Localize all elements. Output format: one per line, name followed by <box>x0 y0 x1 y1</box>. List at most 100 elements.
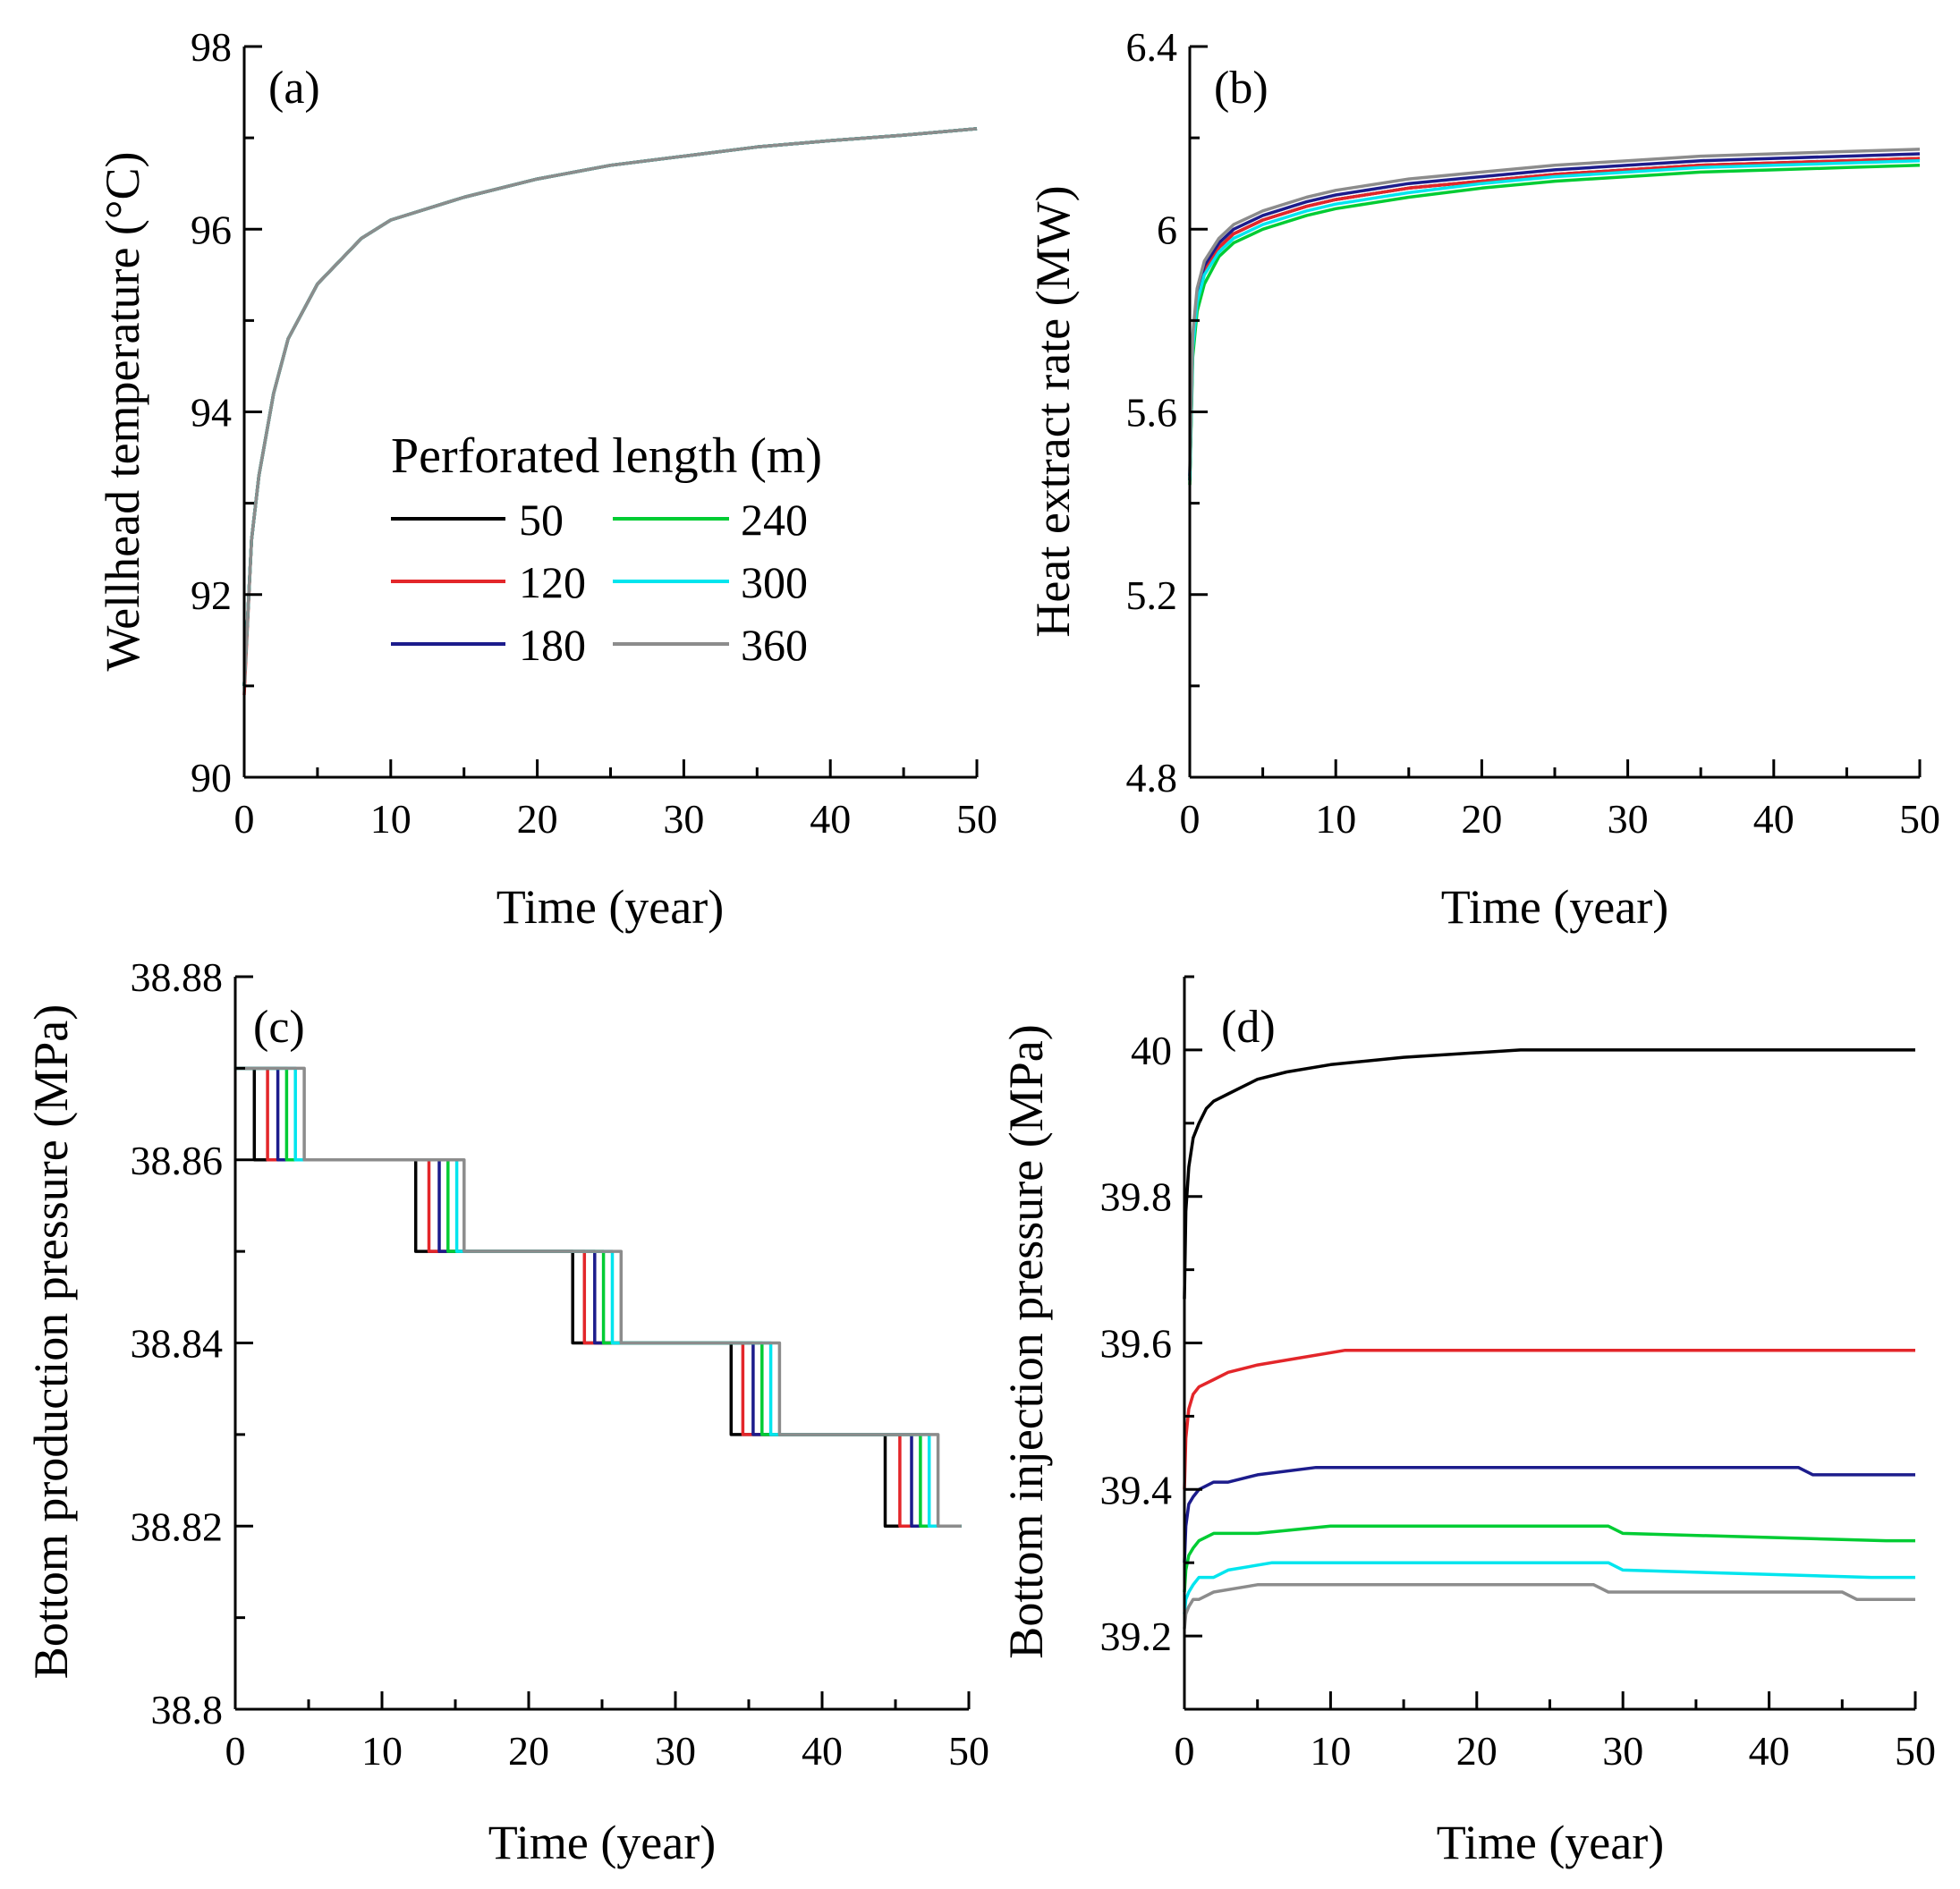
panel-b-x-tick-label: 10 <box>1315 796 1356 842</box>
panel-c-axes: 0 10 20 30 40 50 38.8 38.82 38.84 38.86 38.88 <box>131 954 990 1774</box>
panel-d-x-tick-label: 30 <box>1602 1728 1643 1774</box>
panel-c-label: (c) <box>253 1002 305 1053</box>
panel-c-x-tick-label: 10 <box>361 1728 403 1774</box>
panel-c-series-180 <box>235 1066 962 1528</box>
panel-d-x-tick-label: 0 <box>1175 1728 1195 1774</box>
panel-d-series-240 <box>1183 1524 1915 1593</box>
panel-c-series-120 <box>235 1066 962 1528</box>
panel-a-series-360 <box>242 127 978 686</box>
legend-title: Perforated length (m) <box>391 428 822 484</box>
panel-a-series-240 <box>242 127 978 686</box>
panel-b-series-360 <box>1188 148 1921 471</box>
panel-a-ylabel: Wellhead temperature (°C) <box>96 152 149 672</box>
panel-d-x-tick-label: 50 <box>1895 1728 1936 1774</box>
panel-d-y-tick-label: 39.2 <box>1100 1614 1173 1659</box>
panel-d-x-tick-label: 10 <box>1310 1728 1351 1774</box>
panel-a-series-50 <box>242 127 978 686</box>
panel-a-x-tick-label: 0 <box>234 796 255 842</box>
panel-c-series <box>235 1066 962 1528</box>
panel-b-x-tick-label: 0 <box>1180 796 1201 842</box>
panel-a-y-tick-label: 98 <box>191 24 232 70</box>
panel-b-y-tick-label: 6.4 <box>1126 24 1178 70</box>
panel-c-ylabel: Bottom production pressure (MPa) <box>24 1004 78 1679</box>
panel-c-y-tick-label: 38.8 <box>151 1687 224 1732</box>
legend-label-120: 120 <box>519 557 586 607</box>
panel-c-y-tick-label: 38.86 <box>131 1138 224 1183</box>
panel-d-x-tick-label: 20 <box>1456 1728 1498 1774</box>
panel-a-x-tick-label: 20 <box>517 796 558 842</box>
panel-a-y-tick-label: 92 <box>191 572 232 618</box>
panel-a-axes: 0 10 20 30 40 50 90 92 94 96 98 <box>191 24 997 842</box>
panel-a-x-tick-label: 10 <box>370 796 412 842</box>
panel-b: 0 10 20 30 40 50 4.8 5.2 5.6 6 6.4 (b) Time (year)… <box>1026 24 1940 934</box>
legend-label-360: 360 <box>741 620 808 670</box>
panel-d-series-360 <box>1183 1583 1915 1630</box>
panel-b-ylabel: Heat extract rate (MW) <box>1026 185 1080 637</box>
panel-d-label: (d) <box>1221 1002 1276 1053</box>
panel-b-label: (b) <box>1214 63 1268 114</box>
panel-b-x-tick-label: 20 <box>1461 796 1502 842</box>
panel-d-axes: 0 10 20 30 40 50 39.2 39.4 39.6 39.8 40 <box>1100 975 1936 1774</box>
panel-c-x-tick-label: 20 <box>508 1728 549 1774</box>
panel-d-series <box>1183 1048 1915 1630</box>
panel-c-xlabel: Time (year) <box>488 1816 716 1869</box>
panel-b-x-tick-label: 40 <box>1753 796 1795 842</box>
panel-b-y-tick-label: 4.8 <box>1126 755 1178 800</box>
panel-b-xlabel: Time (year) <box>1441 880 1668 934</box>
panel-a-x-tick-label: 50 <box>956 796 997 842</box>
panel-c-x-tick-label: 0 <box>225 1728 246 1774</box>
panel-b-series <box>1188 148 1921 486</box>
panel-c-x-tick-label: 40 <box>802 1728 843 1774</box>
panel-d-series-50 <box>1183 1048 1915 1300</box>
panel-d-xlabel: Time (year) <box>1437 1816 1664 1869</box>
panel-d-y-tick-label: 39.6 <box>1100 1321 1173 1367</box>
panel-a-x-tick-label: 40 <box>810 796 851 842</box>
panel-d-series-120 <box>1183 1348 1915 1490</box>
panel-b-y-tick-label: 5.6 <box>1126 390 1178 436</box>
panel-c-x-tick-label: 30 <box>655 1728 696 1774</box>
panel-b-series-300 <box>1188 158 1921 481</box>
legend-label-180: 180 <box>519 620 586 670</box>
panel-a-xlabel: Time (year) <box>496 880 724 934</box>
panel-d: 0 10 20 30 40 50 39.2 39.4 39.6 39.8 40 (d) Time (… <box>999 975 1936 1869</box>
panel-a-label: (a) <box>268 63 320 114</box>
panel-a: 0 10 20 30 40 50 90 92 94 96 98 (a) Time (year) We… <box>96 24 997 934</box>
panel-b-series-240 <box>1188 164 1921 486</box>
panel-b-series-50 <box>1188 157 1921 481</box>
panel-b-axes: 0 10 20 30 40 50 4.8 5.2 5.6 6 6.4 <box>1126 24 1941 842</box>
panel-a-y-tick-label: 96 <box>191 207 232 252</box>
panel-c-y-tick-label: 38.82 <box>131 1504 224 1549</box>
panel-d-ylabel: Bottom injection pressure (MPa) <box>999 1024 1053 1658</box>
panel-c-series-240 <box>235 1066 962 1528</box>
panel-d-x-tick-label: 40 <box>1749 1728 1790 1774</box>
panel-a-series-180 <box>242 127 978 686</box>
panel-a-y-tick-label: 90 <box>191 755 232 800</box>
panel-d-y-tick-label: 39.8 <box>1100 1174 1173 1220</box>
panel-d-series-180 <box>1183 1465 1915 1563</box>
panel-d-y-tick-label: 39.4 <box>1100 1467 1173 1512</box>
panel-c-series-360 <box>235 1066 962 1528</box>
panel-d-series-300 <box>1183 1561 1915 1614</box>
panel-a-series-120 <box>242 127 978 696</box>
panel-a-y-tick-label: 94 <box>191 390 232 436</box>
legend: Perforated length (m) 50 240 120 300 180… <box>391 428 822 670</box>
panel-a-series <box>242 127 978 696</box>
panel-b-x-tick-label: 50 <box>1899 796 1940 842</box>
panel-b-series-180 <box>1188 152 1921 477</box>
panel-b-y-tick-label: 5.2 <box>1126 572 1178 618</box>
panel-c-y-tick-label: 38.88 <box>131 954 224 1000</box>
legend-label-240: 240 <box>741 495 808 545</box>
panel-b-x-tick-label: 30 <box>1608 796 1649 842</box>
panel-c-series-300 <box>235 1066 962 1528</box>
panel-b-series-120 <box>1188 157 1921 481</box>
panel-a-series-300 <box>242 127 978 686</box>
panel-c-x-tick-label: 50 <box>948 1728 989 1774</box>
panel-b-y-tick-label: 6 <box>1157 207 1177 252</box>
panel-a-x-tick-label: 30 <box>663 796 704 842</box>
legend-label-300: 300 <box>741 557 808 607</box>
panel-c-series-50 <box>235 1066 962 1528</box>
panel-c-y-tick-label: 38.84 <box>131 1321 224 1367</box>
panel-d-y-tick-label: 40 <box>1131 1028 1172 1073</box>
